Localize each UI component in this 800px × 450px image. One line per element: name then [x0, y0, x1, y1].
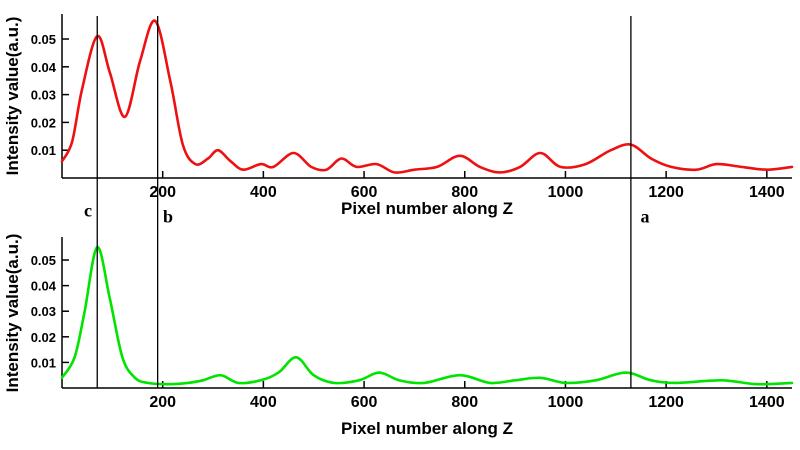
x-tick-label: 400: [250, 184, 277, 201]
y-tick-label: 0.02: [31, 330, 56, 345]
x-tick-label: 600: [351, 184, 378, 201]
marker-label-a: a: [640, 206, 650, 227]
y-tick-label: 0.05: [31, 32, 56, 47]
x-tick-label: 600: [351, 394, 378, 411]
x-tick-label: 1000: [548, 394, 584, 411]
marker-label-c: c: [84, 200, 92, 221]
y-tick-label: 0.02: [31, 115, 56, 130]
y-tick-label: 0.04: [31, 60, 57, 75]
x-tick-label: 400: [250, 394, 277, 411]
y-tick-label: 0.03: [31, 88, 56, 103]
x-tick-label: 1000: [548, 184, 584, 201]
y-tick-label: 0.03: [31, 304, 56, 319]
bottom-y-axis-label: Intensity value(a.u.): [3, 233, 22, 393]
x-tick-label: 800: [451, 184, 478, 201]
x-tick-label: 1400: [749, 184, 785, 201]
red-intensity-profile-curve: [60, 19, 794, 174]
x-tick-label: 200: [149, 394, 176, 411]
bottom-x-axis-label: Pixel number along Z: [341, 419, 513, 438]
top-plot-canvas: 200 400 600 800 1000 1200 1400 0.01 0.02 0.03 0.04…: [31, 14, 794, 201]
y-tick-label: 0.05: [31, 253, 56, 268]
bottom-plot-canvas: 200 400 600 800 1000 1200 1400 0.01 0.02 0.03 0.04…: [31, 237, 794, 411]
x-tick-label: 1400: [749, 394, 785, 411]
x-tick-label: 800: [451, 394, 478, 411]
marker-label-b: b: [162, 206, 174, 227]
x-tick-label: 200: [149, 184, 176, 201]
y-tick-label: 0.01: [31, 355, 56, 370]
top-red-intensity-chart: 200 400 600 800 1000 1200 1400 0.01 0.02 0.03 0.04…: [31, 14, 794, 201]
x-tick-label: 1200: [648, 394, 684, 411]
bottom-green-intensity-chart: 200 400 600 800 1000 1200 1400 0.01 0.02 0.03 0.04…: [0, 225, 800, 450]
top-x-axis-label: Pixel number along Z: [341, 199, 513, 218]
top-y-axis-label: Intensity value(a.u.): [3, 16, 22, 176]
x-tick-label: 1200: [648, 184, 684, 201]
green-intensity-profile-curve: [60, 245, 794, 386]
y-tick-label: 0.04: [31, 279, 57, 294]
y-tick-label: 0.01: [31, 143, 56, 158]
